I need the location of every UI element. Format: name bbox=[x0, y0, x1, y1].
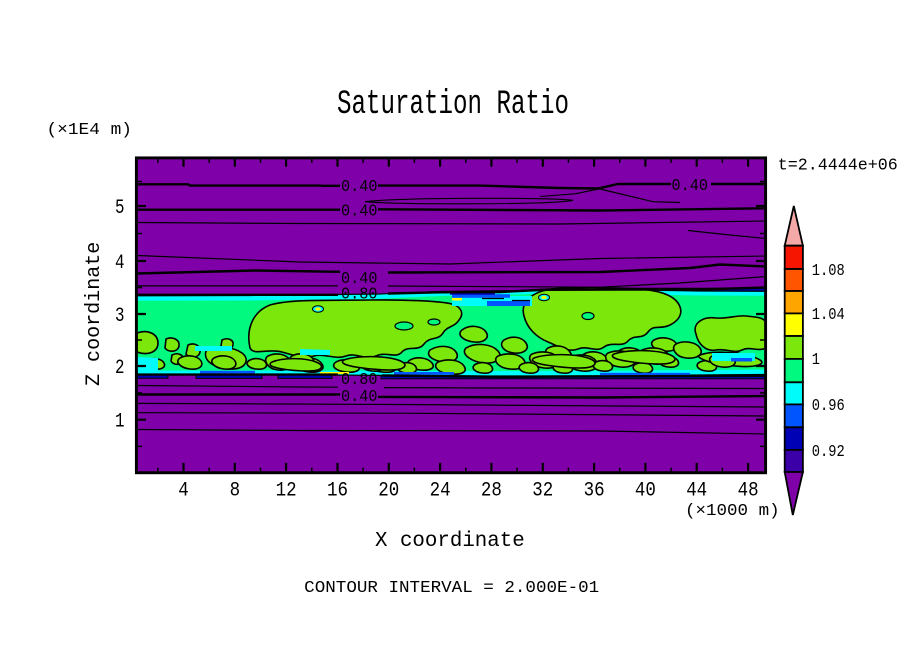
svg-text:0.80: 0.80 bbox=[341, 285, 378, 304]
svg-text:28: 28 bbox=[481, 480, 502, 503]
svg-text:(×1E4 m): (×1E4 m) bbox=[47, 121, 133, 140]
svg-text:40: 40 bbox=[635, 480, 656, 503]
svg-text:5: 5 bbox=[115, 197, 125, 220]
svg-text:48: 48 bbox=[738, 480, 759, 503]
svg-text:20: 20 bbox=[378, 480, 399, 503]
svg-text:12: 12 bbox=[276, 480, 297, 503]
svg-text:2: 2 bbox=[115, 357, 125, 380]
svg-text:1: 1 bbox=[115, 411, 125, 434]
svg-text:1: 1 bbox=[812, 351, 820, 370]
svg-text:0.40: 0.40 bbox=[341, 387, 378, 406]
svg-text:4: 4 bbox=[115, 252, 125, 275]
svg-text:0.92: 0.92 bbox=[812, 443, 845, 462]
svg-text:1.04: 1.04 bbox=[812, 306, 845, 325]
svg-text:16: 16 bbox=[327, 480, 348, 503]
svg-text:1.08: 1.08 bbox=[812, 262, 845, 281]
svg-text:0.40: 0.40 bbox=[341, 177, 378, 196]
svg-text:4: 4 bbox=[178, 480, 189, 503]
svg-text:Z coordinate: Z coordinate bbox=[83, 242, 106, 386]
svg-text:t=2.4444e+06: t=2.4444e+06 bbox=[778, 157, 898, 176]
svg-text:36: 36 bbox=[584, 480, 605, 503]
svg-text:CONTOUR INTERVAL = 2.000E-01: CONTOUR INTERVAL = 2.000E-01 bbox=[304, 579, 599, 598]
svg-text:44: 44 bbox=[686, 480, 707, 503]
svg-text:(×1000 m): (×1000 m) bbox=[685, 502, 780, 521]
svg-text:0.40: 0.40 bbox=[672, 176, 709, 195]
svg-text:32: 32 bbox=[532, 480, 553, 503]
svg-text:0.40: 0.40 bbox=[341, 202, 378, 221]
svg-text:Saturation Ratio: Saturation Ratio bbox=[337, 86, 569, 124]
svg-text:24: 24 bbox=[430, 480, 451, 503]
svg-text:X coordinate: X coordinate bbox=[375, 530, 525, 553]
svg-text:0.80: 0.80 bbox=[341, 370, 378, 389]
svg-text:8: 8 bbox=[230, 480, 241, 503]
svg-text:0.40: 0.40 bbox=[341, 269, 378, 288]
svg-text:0.96: 0.96 bbox=[812, 397, 845, 416]
svg-text:3: 3 bbox=[115, 305, 125, 328]
